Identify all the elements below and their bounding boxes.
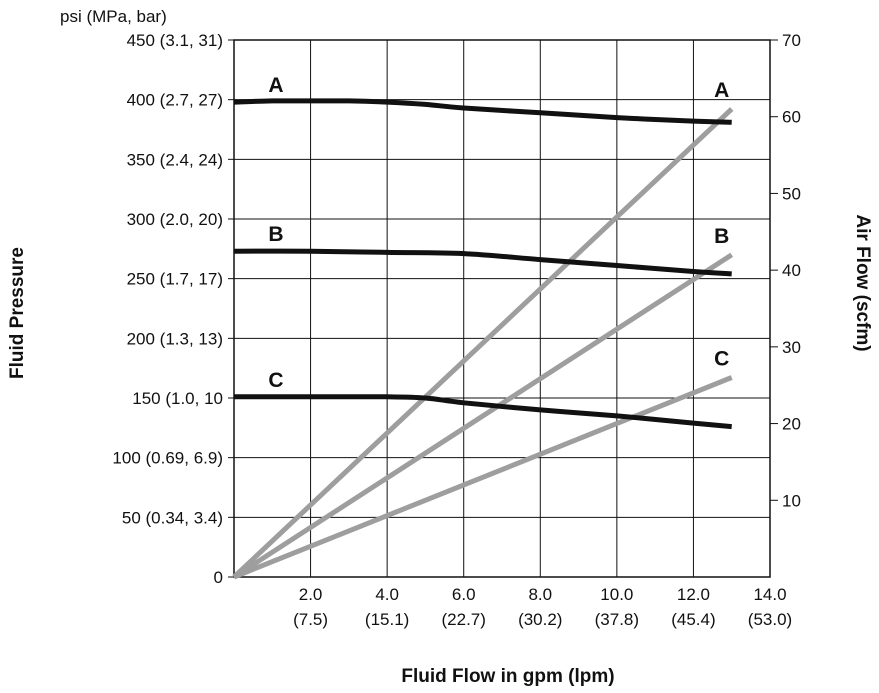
series-label-pressure-c: C (268, 369, 283, 392)
series-pressure-b (233, 248, 732, 277)
x-tick-sublabel: (15.1) (365, 610, 409, 629)
x-tick-sublabel: (7.5) (293, 610, 328, 629)
y-left-tick-label: 250 (1.7, 17) (127, 270, 223, 289)
y-left-tick-label: 100 (0.69, 6.9) (112, 449, 223, 468)
plot-frame (233, 39, 771, 578)
series-air-flow-b (232, 252, 734, 580)
series-layer (232, 98, 734, 580)
series-label-air-flow-b: B (714, 225, 729, 248)
y-left-tick-label: 150 (1.0, 10 (132, 389, 223, 408)
series-label-pressure-b: B (268, 223, 283, 246)
y-left-tick-label: 450 (3.1, 31) (127, 31, 223, 50)
x-axis-title: Fluid Flow in gpm (lpm) (401, 666, 614, 687)
x-tick-label: 10.0 (600, 585, 633, 604)
x-tick-label: 6.0 (452, 585, 476, 604)
y-right-tick-label: 60 (782, 108, 801, 127)
x-tick-sublabel: (22.7) (442, 610, 486, 629)
y-left-tick-label: 200 (1.3, 13) (127, 329, 223, 348)
y-left-axis-title: Fluid Pressure (7, 247, 28, 379)
y-left-tick-label: 50 (0.34, 3.4) (122, 508, 223, 527)
x-tick-label: 12.0 (677, 585, 710, 604)
y-left-tick-label: 350 (2.4, 24) (127, 150, 223, 169)
series-label-air-flow-a: A (714, 79, 729, 102)
label-layer: 2.0 (7.5) 4.0 (15.1) 6.0 (22.7) 8.0 (30.2) 10.0 (… (112, 31, 801, 629)
x-tick-sublabel: (30.2) (518, 610, 562, 629)
series-air-flow-a (232, 107, 734, 579)
y-left-tick-label: 0 (214, 568, 223, 587)
y-right-tick-label: 40 (782, 261, 801, 280)
series-air-flow-c (233, 375, 733, 580)
y-left-unit-label: psi (MPa, bar) (60, 7, 167, 26)
y-right-axis-title: Air Flow (scfm) (852, 214, 873, 351)
x-tick-label: 8.0 (528, 585, 552, 604)
x-tick-label: 14.0 (753, 585, 786, 604)
x-tick-sublabel: (37.8) (595, 610, 639, 629)
series-pressure-c (234, 394, 732, 430)
x-tick-sublabel: (53.0) (748, 610, 792, 629)
y-left-tick-label: 400 (2.7, 27) (127, 91, 223, 110)
y-right-tick-label: 10 (782, 491, 801, 510)
series-label-air-flow-c: C (714, 348, 729, 371)
y-right-tick-label: 70 (782, 31, 801, 50)
x-tick-label: 4.0 (375, 585, 399, 604)
y-right-tick-label: 30 (782, 338, 801, 357)
x-tick-label: 2.0 (299, 585, 323, 604)
y-right-tick-label: 50 (782, 184, 801, 203)
series-label-pressure-a: A (268, 74, 283, 97)
x-tick-sublabel: (45.4) (671, 610, 715, 629)
y-left-tick-label: 300 (2.0, 20) (127, 210, 223, 229)
series-pressure-a (233, 98, 732, 125)
y-right-tick-label: 20 (782, 415, 801, 434)
